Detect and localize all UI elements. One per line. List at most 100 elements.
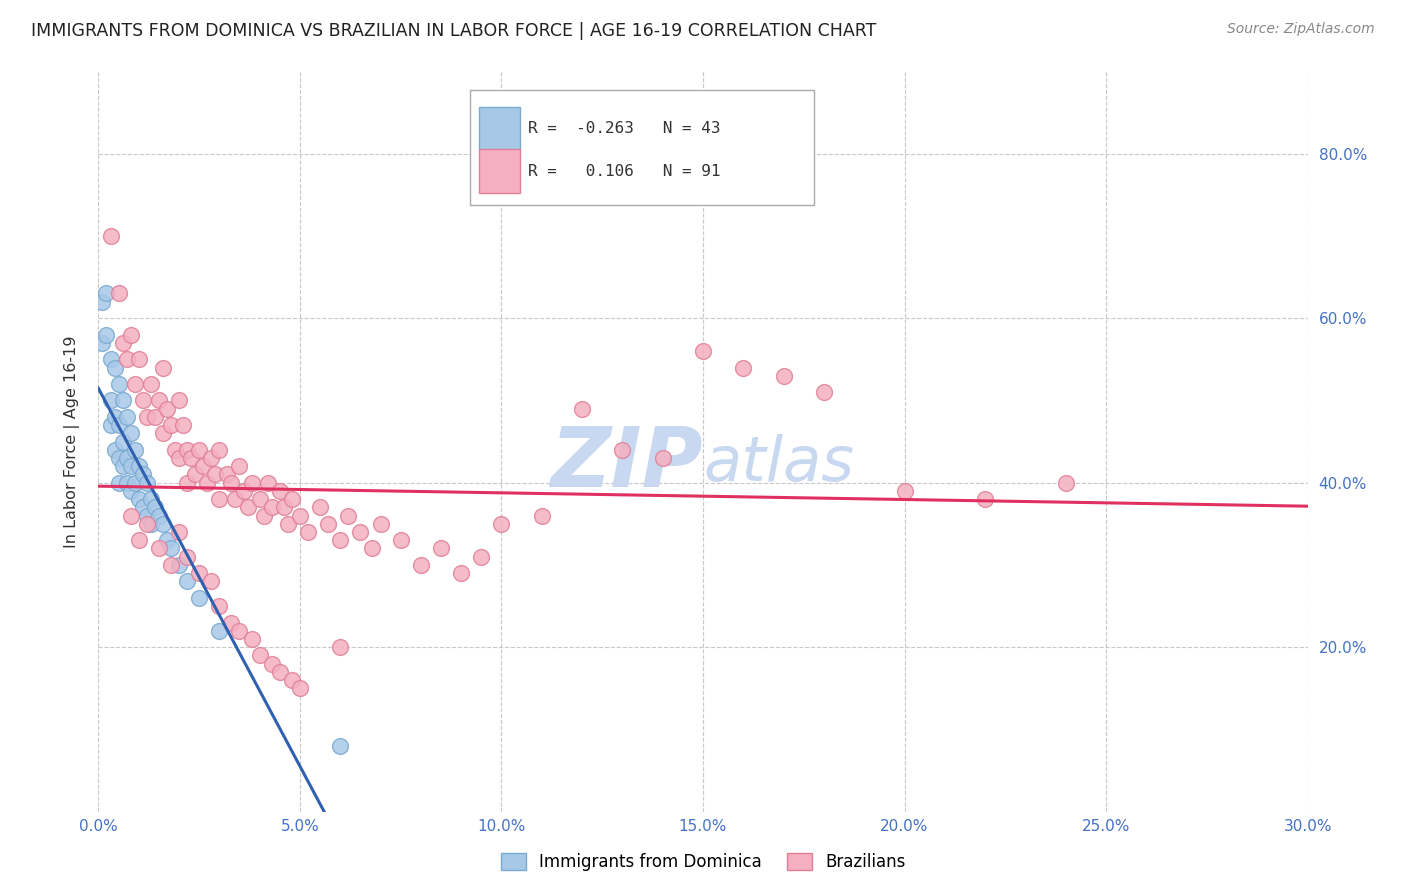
- Point: [96, 286, 118, 301]
- Point: [228, 459, 250, 474]
- Point: [188, 591, 211, 605]
- Point: [260, 657, 283, 671]
- Point: [184, 467, 207, 482]
- Point: [208, 599, 231, 613]
- Point: [176, 549, 198, 564]
- Point: [115, 475, 138, 490]
- Point: [208, 442, 231, 457]
- Point: [269, 665, 291, 679]
- Text: R =   0.106   N = 91: R = 0.106 N = 91: [527, 164, 720, 178]
- Point: [309, 500, 332, 515]
- Point: [269, 483, 291, 498]
- Text: Source: ZipAtlas.com: Source: ZipAtlas.com: [1227, 22, 1375, 37]
- Point: [143, 409, 166, 424]
- Point: [167, 524, 190, 539]
- Text: atlas: atlas: [703, 434, 853, 494]
- Point: [115, 450, 138, 465]
- Point: [148, 508, 170, 523]
- Point: [389, 533, 412, 548]
- Point: [100, 352, 122, 367]
- Point: [253, 508, 276, 523]
- Point: [281, 492, 304, 507]
- Point: [329, 739, 352, 753]
- Point: [120, 459, 142, 474]
- Text: ZIP: ZIP: [550, 423, 703, 504]
- Point: [208, 492, 231, 507]
- Point: [176, 574, 198, 589]
- Point: [91, 335, 114, 350]
- Point: [204, 467, 226, 482]
- Text: IMMIGRANTS FROM DOMINICA VS BRAZILIAN IN LABOR FORCE | AGE 16-19 CORRELATION CHA: IMMIGRANTS FROM DOMINICA VS BRAZILIAN IN…: [31, 22, 876, 40]
- Point: [188, 442, 211, 457]
- Point: [530, 508, 553, 523]
- Point: [139, 376, 162, 391]
- Legend: Immigrants from Dominica, Brazilians: Immigrants from Dominica, Brazilians: [492, 845, 914, 880]
- Point: [167, 558, 190, 572]
- Point: [329, 533, 352, 548]
- Point: [128, 533, 150, 548]
- Point: [329, 640, 352, 655]
- Point: [217, 467, 239, 482]
- Point: [337, 508, 360, 523]
- Point: [152, 516, 174, 531]
- Point: [143, 500, 166, 515]
- Point: [236, 500, 259, 515]
- Point: [249, 492, 271, 507]
- Point: [409, 558, 432, 572]
- Point: [132, 393, 155, 408]
- Point: [430, 541, 453, 556]
- Point: [361, 541, 384, 556]
- Point: [470, 549, 492, 564]
- Point: [111, 434, 134, 449]
- Point: [152, 360, 174, 375]
- Point: [156, 533, 179, 548]
- Point: [135, 409, 157, 424]
- Point: [128, 459, 150, 474]
- Point: [491, 516, 513, 531]
- Point: [288, 508, 311, 523]
- Point: [188, 566, 211, 581]
- Point: [288, 681, 311, 696]
- Point: [813, 385, 835, 400]
- Point: [124, 475, 146, 490]
- Point: [124, 376, 146, 391]
- Point: [240, 632, 263, 646]
- Point: [148, 393, 170, 408]
- Point: [115, 352, 138, 367]
- Point: [692, 344, 714, 359]
- Point: [120, 426, 142, 441]
- Point: [733, 360, 755, 375]
- Point: [260, 500, 283, 515]
- Point: [221, 475, 243, 490]
- FancyBboxPatch shape: [479, 150, 520, 194]
- Point: [111, 459, 134, 474]
- Point: [107, 475, 129, 490]
- Point: [148, 541, 170, 556]
- Point: [135, 475, 157, 490]
- Point: [167, 450, 190, 465]
- Point: [180, 450, 202, 465]
- Point: [160, 558, 183, 572]
- Point: [232, 483, 254, 498]
- Point: [316, 516, 339, 531]
- Point: [297, 524, 319, 539]
- Point: [349, 524, 371, 539]
- Point: [107, 450, 129, 465]
- Point: [256, 475, 278, 490]
- Point: [120, 483, 142, 498]
- Point: [107, 376, 129, 391]
- Point: [107, 286, 129, 301]
- Point: [103, 442, 125, 457]
- Y-axis label: In Labor Force | Age 16-19: In Labor Force | Age 16-19: [65, 335, 80, 548]
- FancyBboxPatch shape: [470, 90, 814, 204]
- Point: [974, 492, 997, 507]
- Point: [91, 294, 114, 309]
- Point: [273, 500, 295, 515]
- Point: [208, 624, 231, 638]
- Point: [107, 418, 129, 433]
- Point: [128, 492, 150, 507]
- Point: [152, 426, 174, 441]
- Point: [160, 418, 183, 433]
- Point: [249, 648, 271, 663]
- Point: [132, 500, 155, 515]
